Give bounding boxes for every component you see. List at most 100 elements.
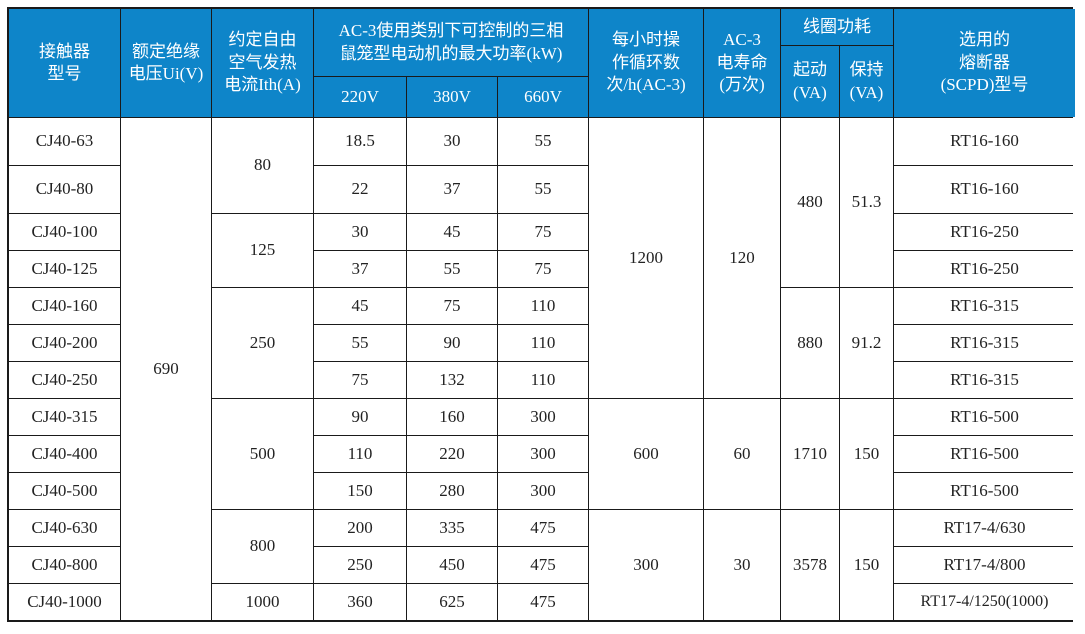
cell-power-380: 75	[407, 288, 497, 324]
cell-fuse: RT17-4/630	[894, 510, 1075, 546]
cell-power-220: 250	[314, 547, 406, 583]
cell-power-220: 200	[314, 510, 406, 546]
cell-power-380: 220	[407, 436, 497, 472]
cell-ith: 80	[212, 118, 313, 213]
cell-fuse: RT17-4/800	[894, 547, 1075, 583]
cell-power-660: 75	[498, 214, 588, 250]
cell-power-380: 335	[407, 510, 497, 546]
cell-fuse: RT16-500	[894, 399, 1075, 435]
cell-power-660: 300	[498, 473, 588, 509]
cell-fuse: RT16-315	[894, 362, 1075, 398]
cell-ith: 250	[212, 288, 313, 398]
cell-power-380: 132	[407, 362, 497, 398]
cell-power-660: 55	[498, 118, 588, 165]
cell-ui-voltage: 690	[121, 118, 211, 620]
cell-model: CJ40-1000	[9, 584, 120, 620]
cell-start-va: 1710	[781, 399, 839, 509]
cell-cycles: 600	[589, 399, 703, 509]
cell-power-380: 37	[407, 166, 497, 213]
cell-model: CJ40-400	[9, 436, 120, 472]
cell-ith: 1000	[212, 584, 313, 620]
cell-model: CJ40-63	[9, 118, 120, 165]
cell-model: CJ40-250	[9, 362, 120, 398]
cell-power-220: 37	[314, 251, 406, 287]
cell-fuse: RT16-500	[894, 436, 1075, 472]
cell-power-220: 75	[314, 362, 406, 398]
cell-power-220: 90	[314, 399, 406, 435]
cell-fuse: RT16-250	[894, 214, 1075, 250]
header-220v: 220V	[314, 77, 406, 117]
cell-model: CJ40-100	[9, 214, 120, 250]
cell-hold-va: 150	[840, 399, 893, 509]
cell-ith: 800	[212, 510, 313, 583]
header-660v: 660V	[498, 77, 588, 117]
cell-fuse: RT16-315	[894, 325, 1075, 361]
cell-fuse: RT16-250	[894, 251, 1075, 287]
cell-power-660: 475	[498, 510, 588, 546]
cell-model: CJ40-800	[9, 547, 120, 583]
cell-start-va: 480	[781, 118, 839, 287]
cell-power-660: 55	[498, 166, 588, 213]
cell-cycles: 1200	[589, 118, 703, 398]
cell-power-660: 475	[498, 547, 588, 583]
cell-power-380: 55	[407, 251, 497, 287]
cell-power-380: 280	[407, 473, 497, 509]
cell-fuse: RT17-4/1250(1000)	[894, 584, 1075, 620]
header-start-va: 起动 (VA)	[781, 46, 839, 117]
cell-power-660: 300	[498, 436, 588, 472]
cell-fuse: RT16-315	[894, 288, 1075, 324]
cell-model: CJ40-500	[9, 473, 120, 509]
header-max-power: AC-3使用类别下可控制的三相 鼠笼型电动机的最大功率(kW)	[314, 9, 588, 76]
cell-power-220: 110	[314, 436, 406, 472]
cell-model: CJ40-630	[9, 510, 120, 546]
cell-start-va: 3578	[781, 510, 839, 620]
cell-power-220: 30	[314, 214, 406, 250]
cell-power-380: 160	[407, 399, 497, 435]
header-fuse: 选用的 熔断器 (SCPD)型号	[894, 9, 1075, 117]
cell-cycles: 300	[589, 510, 703, 620]
cell-model: CJ40-125	[9, 251, 120, 287]
cell-hold-va: 51.3	[840, 118, 893, 287]
header-cycles: 每小时操 作循环数 次/h(AC-3)	[589, 9, 703, 117]
header-model: 接触器 型号	[9, 9, 120, 117]
cell-life: 60	[704, 399, 780, 509]
header-hold-va: 保持 (VA)	[840, 46, 893, 117]
contactor-spec-table: 接触器 型号 额定绝缘 电压Ui(V) 约定自由 空气发热 电流Ith(A) A…	[7, 7, 1075, 622]
cell-fuse: RT16-160	[894, 166, 1075, 213]
cell-power-660: 110	[498, 325, 588, 361]
header-380v: 380V	[407, 77, 497, 117]
header-thermal-current: 约定自由 空气发热 电流Ith(A)	[212, 9, 313, 117]
cell-life: 120	[704, 118, 780, 398]
cell-power-220: 22	[314, 166, 406, 213]
header-life: AC-3 电寿命 (万次)	[704, 9, 780, 117]
cell-power-220: 18.5	[314, 118, 406, 165]
cell-model: CJ40-200	[9, 325, 120, 361]
cell-power-220: 55	[314, 325, 406, 361]
cell-power-660: 300	[498, 399, 588, 435]
cell-model: CJ40-315	[9, 399, 120, 435]
cell-power-380: 90	[407, 325, 497, 361]
cell-fuse: RT16-160	[894, 118, 1075, 165]
cell-hold-va: 91.2	[840, 288, 893, 398]
cell-power-380: 625	[407, 584, 497, 620]
cell-fuse: RT16-500	[894, 473, 1075, 509]
cell-model: CJ40-80	[9, 166, 120, 213]
cell-power-660: 75	[498, 251, 588, 287]
cell-ith: 500	[212, 399, 313, 509]
header-coil-consumption: 线圈功耗	[781, 9, 893, 45]
cell-power-660: 110	[498, 288, 588, 324]
cell-power-380: 45	[407, 214, 497, 250]
cell-life: 30	[704, 510, 780, 620]
cell-power-380: 30	[407, 118, 497, 165]
cell-hold-va: 150	[840, 510, 893, 620]
cell-start-va: 880	[781, 288, 839, 398]
cell-power-660: 475	[498, 584, 588, 620]
cell-power-220: 150	[314, 473, 406, 509]
cell-power-380: 450	[407, 547, 497, 583]
cell-model: CJ40-160	[9, 288, 120, 324]
cell-ith: 125	[212, 214, 313, 287]
cell-power-220: 45	[314, 288, 406, 324]
cell-power-220: 360	[314, 584, 406, 620]
header-insulation-voltage: 额定绝缘 电压Ui(V)	[121, 9, 211, 117]
cell-power-660: 110	[498, 362, 588, 398]
